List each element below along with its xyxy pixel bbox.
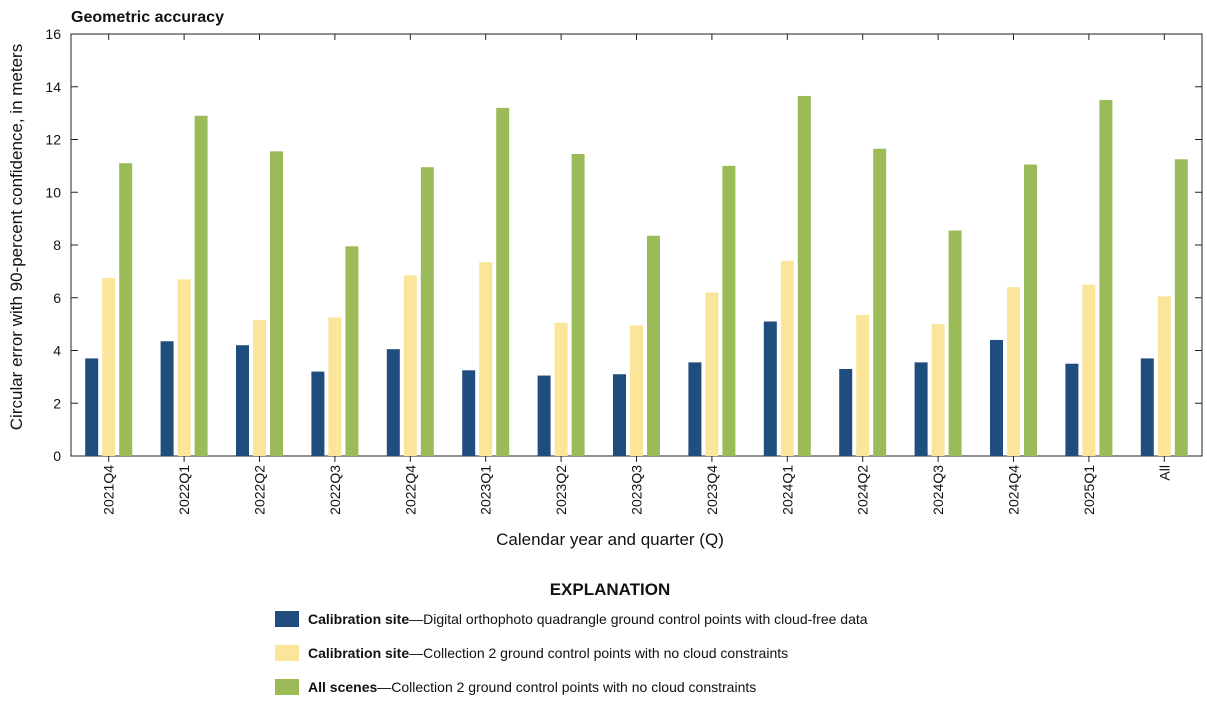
legend-series-description: —Collection 2 ground control points with… — [409, 645, 788, 661]
bar-cal_c2 — [705, 292, 719, 456]
x-tick-label: 2024Q1 — [779, 465, 795, 515]
x-tick-label: 2022Q1 — [176, 465, 192, 515]
bar-all_c2 — [119, 163, 133, 457]
bar-cal_c2 — [554, 322, 568, 456]
bar-all_c2 — [194, 115, 208, 456]
x-tick-label: 2023Q1 — [478, 465, 494, 515]
x-tick-label: 2022Q3 — [327, 465, 343, 515]
bar-all_c2 — [948, 230, 962, 456]
bar-cal_c2 — [1007, 287, 1020, 456]
bar-cal_dig — [1140, 358, 1154, 456]
legend-series-description: —Collection 2 ground control points with… — [377, 679, 756, 695]
bar-cal_c2 — [780, 260, 794, 456]
bar-cal_c2 — [856, 314, 870, 456]
bar-all_c2 — [345, 246, 359, 456]
x-tick-label: 2023Q2 — [553, 465, 569, 515]
bar-all_c2 — [797, 95, 811, 456]
y-tick-label: 12 — [45, 132, 61, 148]
bar-cal_c2 — [479, 262, 493, 456]
x-tick-label: 2022Q2 — [252, 465, 268, 515]
y-tick-label: 10 — [45, 184, 61, 200]
bar-all_c2 — [1024, 164, 1037, 456]
bar-cal_c2 — [931, 324, 945, 456]
x-tick-label: All — [1156, 465, 1172, 481]
legend-series-name: All scenes — [308, 679, 377, 695]
bar-cal_c2 — [328, 317, 342, 456]
bar-all_c2 — [647, 235, 660, 456]
bar-all_c2 — [722, 165, 736, 456]
legend-swatch-all_c2 — [275, 679, 299, 695]
bar-cal_c2 — [1157, 296, 1171, 456]
chart-title: Geometric accuracy — [71, 9, 224, 26]
bar-all_c2 — [571, 154, 585, 456]
bar-cal_dig — [537, 375, 551, 456]
legend-label-cal_c2: Calibration site—Collection 2 ground con… — [308, 645, 788, 661]
bar-cal_c2 — [1082, 284, 1096, 456]
y-tick-label: 2 — [53, 395, 61, 411]
y-tick-label: 6 — [53, 290, 61, 306]
legend-series-name: Calibration site — [308, 611, 409, 627]
y-tick-label: 16 — [45, 26, 61, 42]
x-axis-title: Calendar year and quarter (Q) — [496, 530, 724, 549]
bar-cal_dig — [613, 374, 626, 456]
bar-cal_c2 — [630, 325, 643, 456]
x-tick-label: 2024Q2 — [855, 465, 871, 515]
bar-cal_dig — [386, 349, 400, 456]
bar-all_c2 — [1099, 99, 1113, 456]
y-tick-label: 4 — [53, 343, 61, 359]
legend: EXPLANATION Calibration site—Digital ort… — [275, 580, 868, 695]
x-tick-label: 2021Q4 — [101, 465, 117, 515]
x-tick-label: 2025Q1 — [1081, 465, 1097, 515]
bar-cal_c2 — [253, 320, 266, 456]
legend-swatch-cal_c2 — [275, 645, 299, 661]
y-tick-label: 14 — [45, 79, 61, 95]
bar-cal_dig — [688, 362, 702, 456]
legend-label-cal_dig: Calibration site—Digital orthophoto quad… — [308, 611, 868, 627]
x-tick-label: 2023Q3 — [629, 465, 645, 515]
bar-cal_dig — [160, 341, 174, 456]
legend-series-description: —Digital orthophoto quadrangle ground co… — [409, 611, 868, 627]
legend-series-name: Calibration site — [308, 645, 409, 661]
bar-all_c2 — [270, 151, 283, 456]
bar-cal_dig — [839, 368, 853, 456]
bar-cal_dig — [1065, 363, 1079, 456]
bar-cal_dig — [311, 371, 325, 456]
legend-heading: EXPLANATION — [550, 580, 671, 599]
x-tick-label: 2023Q4 — [704, 465, 720, 515]
bar-all_c2 — [873, 148, 887, 456]
legend-label-all_c2: All scenes—Collection 2 ground control p… — [308, 679, 756, 695]
bar-cal_dig — [914, 362, 928, 456]
bar-cal_dig — [462, 370, 476, 456]
y-tick-label: 0 — [53, 448, 61, 464]
bar-cal_c2 — [102, 277, 116, 456]
bar-cal_dig — [85, 358, 99, 456]
y-axis-title: Circular error with 90-percent confidenc… — [7, 44, 26, 430]
bar-cal_dig — [990, 339, 1003, 456]
x-tick-label: 2022Q4 — [402, 465, 418, 515]
bar-cal_dig — [763, 321, 777, 456]
bar-all_c2 — [496, 107, 510, 456]
x-tick-label: 2024Q4 — [1006, 465, 1022, 515]
bar-cal_dig — [236, 345, 249, 456]
bar-cal_c2 — [403, 275, 417, 456]
x-tick-label: 2024Q3 — [930, 465, 946, 515]
legend-swatch-cal_dig — [275, 611, 299, 627]
plot-area: 0 2 4 6 8 10 12 14 16 2021Q4 2022Q1 2022Q2 2022Q3 202… — [45, 26, 1203, 515]
bar-all_c2 — [1174, 159, 1188, 456]
y-tick-label: 8 — [53, 237, 61, 253]
bar-cal_c2 — [177, 279, 191, 456]
bar-all_c2 — [420, 167, 434, 456]
